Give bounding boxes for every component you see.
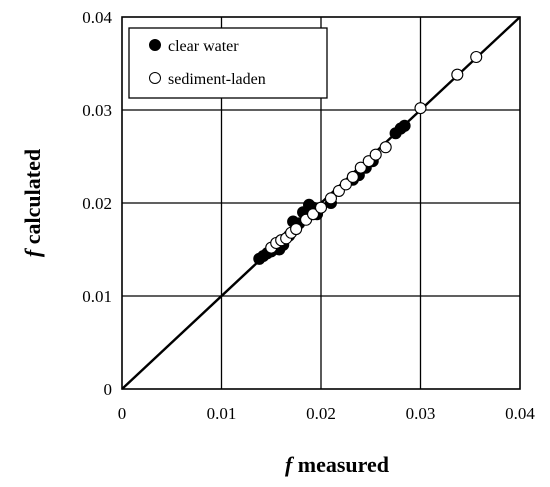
point-sediment-laden: [314, 201, 328, 214]
y-tick-label: 0.02: [82, 194, 112, 213]
point-sediment-laden: [306, 208, 320, 221]
y-axis-text: calculated: [20, 149, 45, 250]
legend-label-sediment-laden: sediment-laden: [168, 71, 266, 88]
legend-marker-clear-water: [149, 39, 161, 51]
point-sediment-laden: [324, 192, 338, 205]
point-clear-water: [398, 119, 411, 132]
y-tick-label: 0.01: [82, 287, 112, 306]
tick-labels: 0 0.01 0.02 0.03 0.04 0 0.01 0.02 0.03 0.04: [82, 8, 535, 423]
y-axis-title: f calculated: [20, 149, 45, 257]
x-axis-title: f measured: [285, 452, 389, 477]
legend-label-clear-water: clear water: [168, 38, 239, 55]
x-tick-label: 0: [118, 404, 127, 423]
x-tick-label: 0.03: [406, 404, 436, 423]
point-sediment-laden: [379, 141, 392, 154]
y-tick-label: 0.03: [82, 101, 112, 120]
x-axis-symbol: f: [285, 452, 295, 477]
point-sediment-laden: [414, 102, 427, 115]
x-axis-text: measured: [292, 452, 389, 477]
plot-area-frame: [121, 16, 521, 390]
point-sediment-laden: [369, 148, 382, 161]
data-points: [253, 50, 483, 265]
legend: clear water sediment-laden: [128, 27, 328, 99]
point-sediment-laden: [451, 68, 464, 81]
point-sediment-laden: [290, 222, 303, 236]
x-tick-label: 0.02: [306, 404, 336, 423]
y-tick-label: 0: [104, 380, 113, 399]
legend-box: [128, 27, 328, 99]
x-tick-label: 0.04: [505, 404, 535, 423]
legend-marker-sediment-laden: [149, 72, 161, 84]
y-axis-symbol: f: [20, 247, 45, 257]
point-sediment-laden: [339, 178, 352, 191]
y-tick-label: 0.04: [82, 8, 112, 27]
point-sediment-laden: [346, 170, 359, 184]
point-sediment-laden: [470, 50, 483, 64]
x-tick-label: 0.01: [207, 404, 237, 423]
point-sediment-laden: [354, 161, 367, 174]
